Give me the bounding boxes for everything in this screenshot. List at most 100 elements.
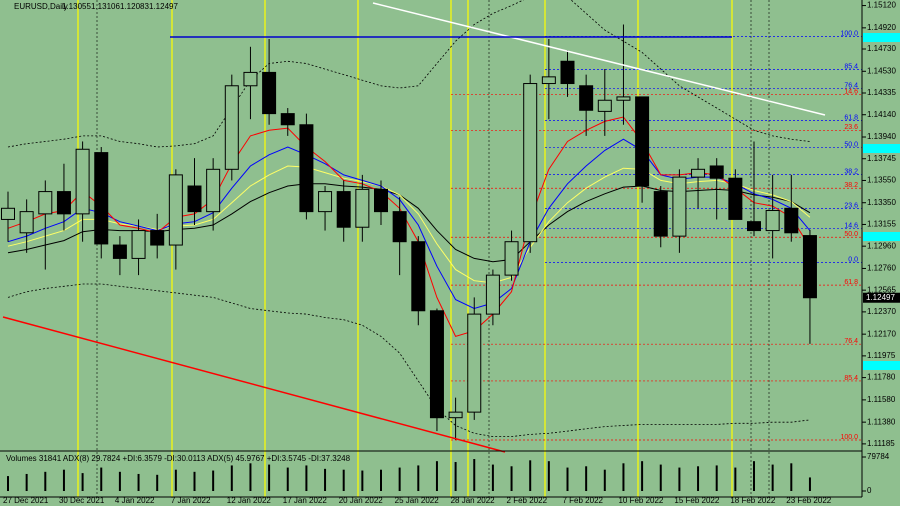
y-tick-label: 1.13350 bbox=[867, 198, 896, 207]
volume-tick-label: 79784 bbox=[867, 452, 890, 461]
candle-body bbox=[635, 96, 650, 187]
fib-label: 85.4 bbox=[844, 63, 858, 70]
candle-body bbox=[672, 176, 687, 237]
candle-body bbox=[224, 85, 239, 170]
indicator-line bbox=[7, 0, 810, 148]
candle-body bbox=[653, 191, 668, 237]
candle-body bbox=[765, 210, 780, 232]
header-close: 1.12497 bbox=[149, 2, 178, 11]
fib-label: 14.6 bbox=[844, 89, 858, 96]
header-open: 1.13055 bbox=[62, 2, 91, 11]
x-tick-label: 7 Jan 2022 bbox=[171, 496, 211, 505]
candle-body bbox=[747, 221, 761, 232]
x-tick-label: 12 Jan 2022 bbox=[227, 496, 272, 505]
x-tick-label: 25 Jan 2022 bbox=[395, 496, 440, 505]
candle-body bbox=[485, 274, 500, 315]
x-tick-label: 17 Jan 2022 bbox=[283, 496, 328, 505]
fib-label: 38.2 bbox=[844, 168, 858, 175]
x-tick-label: 2 Feb 2022 bbox=[507, 496, 548, 505]
fib-label: 85.4 bbox=[844, 375, 858, 382]
y-tick-label: 1.11580 bbox=[867, 395, 896, 404]
y-tick-label: 1.12960 bbox=[867, 241, 896, 250]
x-tick-label: 30 Dec 2021 bbox=[59, 496, 105, 505]
y-tick-label: 1.11185 bbox=[867, 439, 895, 448]
candle-body bbox=[280, 113, 295, 126]
y-tick-label: 1.13940 bbox=[867, 132, 896, 141]
fib-label: 50.0 bbox=[844, 231, 858, 238]
x-tick-label: 28 Jan 2022 bbox=[451, 496, 496, 505]
x-tick-label: 10 Feb 2022 bbox=[618, 496, 663, 505]
candle-body bbox=[75, 148, 90, 215]
fib-label: 0.0 bbox=[848, 256, 858, 263]
fib-label: 14.6 bbox=[844, 223, 858, 230]
candle-body bbox=[94, 152, 109, 245]
candle-body bbox=[206, 168, 221, 213]
candle-body bbox=[429, 310, 444, 419]
x-tick-label: 27 Dec 2021 bbox=[3, 496, 49, 505]
x-tick-label: 20 Jan 2022 bbox=[339, 496, 384, 505]
fib-label: 100.0 bbox=[840, 434, 858, 441]
marker-box bbox=[863, 33, 900, 42]
fib-label: 23.6 bbox=[844, 124, 858, 131]
candle-body bbox=[802, 235, 817, 299]
y-tick-label: 1.14920 bbox=[867, 23, 896, 32]
candle-body bbox=[691, 168, 706, 178]
candle-body bbox=[262, 71, 277, 115]
y-tick-label: 1.12170 bbox=[867, 329, 896, 338]
candle-body bbox=[784, 207, 799, 234]
fib-label: 76.4 bbox=[844, 82, 858, 89]
candle-body bbox=[597, 99, 612, 112]
candle-body bbox=[131, 230, 146, 259]
fib-label: 23.6 bbox=[844, 202, 858, 209]
candle-body bbox=[243, 71, 258, 87]
candle-body bbox=[504, 241, 519, 276]
candle-body bbox=[56, 191, 71, 215]
volume-tick-label: 0 bbox=[867, 486, 872, 495]
candle-body bbox=[411, 241, 426, 312]
candle-body bbox=[1, 207, 15, 220]
y-tick-label: 1.12760 bbox=[867, 264, 896, 273]
candle-body bbox=[168, 174, 183, 246]
candle-body bbox=[728, 177, 743, 220]
fib-label: 61.8 bbox=[844, 114, 858, 121]
candle-body bbox=[318, 191, 333, 213]
candle-body bbox=[336, 191, 351, 228]
y-tick-label: 1.14730 bbox=[867, 44, 896, 53]
candle-body bbox=[150, 230, 165, 246]
y-tick-label: 1.13550 bbox=[867, 176, 896, 185]
candle-body bbox=[392, 211, 407, 243]
fib-label: 38.2 bbox=[844, 182, 858, 189]
y-tick-label: 1.14335 bbox=[867, 88, 896, 97]
x-tick-label: 7 Feb 2022 bbox=[563, 496, 604, 505]
candle-body bbox=[709, 165, 724, 179]
candle-body bbox=[467, 313, 482, 413]
candle-body bbox=[541, 76, 556, 85]
indicator-line bbox=[7, 283, 810, 437]
x-tick-label: 4 Jan 2022 bbox=[115, 496, 155, 505]
x-tick-label: 15 Feb 2022 bbox=[674, 496, 719, 505]
candle-body bbox=[187, 185, 202, 213]
x-tick-label: 23 Feb 2022 bbox=[786, 496, 831, 505]
y-tick-label: 1.12565 bbox=[867, 285, 896, 294]
y-tick-label: 1.14530 bbox=[867, 66, 896, 75]
price-tag bbox=[863, 292, 900, 303]
y-tick-label: 1.14140 bbox=[867, 110, 896, 119]
marker-box bbox=[863, 232, 900, 241]
header-high: 1.13106 bbox=[91, 2, 120, 11]
candle-body bbox=[560, 60, 575, 85]
fib-label: 50.0 bbox=[844, 141, 858, 148]
candle-body bbox=[19, 211, 34, 234]
candle-body bbox=[616, 96, 631, 101]
marker-box bbox=[863, 144, 900, 153]
candle-body bbox=[579, 85, 594, 111]
fib-label: 100.0 bbox=[840, 30, 858, 37]
candle-body bbox=[355, 188, 370, 228]
candle-body bbox=[299, 124, 314, 213]
plot-area bbox=[1, 0, 817, 440]
candle-body bbox=[523, 83, 538, 243]
y-tick-label: 1.12370 bbox=[867, 307, 896, 316]
y-tick-label: 1.11975 bbox=[867, 351, 896, 360]
price-tag-label: 1.12497 bbox=[866, 293, 895, 302]
y-tick-label: 1.13745 bbox=[867, 154, 896, 163]
